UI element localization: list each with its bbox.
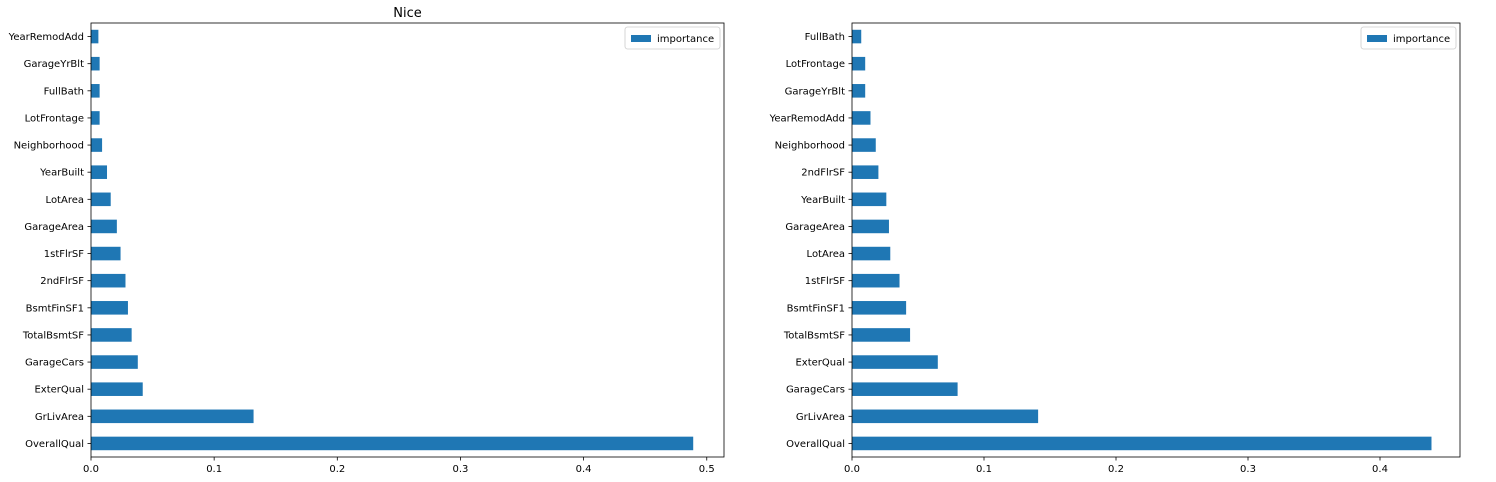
y-tick-label: 2ndFlrSF bbox=[40, 276, 84, 287]
chart-title: Nice bbox=[393, 6, 421, 21]
bar bbox=[91, 56, 100, 71]
bar bbox=[91, 138, 103, 152]
y-tick-label: YearBuilt bbox=[800, 195, 845, 206]
bar bbox=[852, 29, 862, 44]
bar bbox=[852, 56, 866, 71]
y-tick-label: FullBath bbox=[805, 32, 845, 43]
bar bbox=[852, 273, 900, 288]
legend: importance bbox=[1360, 26, 1457, 50]
bar bbox=[852, 355, 938, 369]
x-tick-label: 0.1 bbox=[206, 464, 222, 475]
y-tick-label: ExterQual bbox=[34, 385, 84, 396]
x-tick-label: 0.0 bbox=[83, 464, 99, 475]
y-tick-label: LotFrontage bbox=[25, 113, 84, 124]
bar bbox=[852, 409, 1039, 424]
bar bbox=[91, 219, 117, 234]
y-tick-label: ExterQual bbox=[795, 358, 845, 369]
bar bbox=[852, 301, 907, 315]
bar bbox=[852, 138, 876, 152]
y-tick-label: OverallQual bbox=[786, 439, 845, 450]
x-tick-label: 0.5 bbox=[699, 464, 715, 475]
y-tick-label: BsmtFinSF1 bbox=[26, 303, 84, 314]
chart-panel-right: OverallQual GrLivArea GarageCars ExterQual T… bbox=[769, 22, 1461, 475]
y-tick-label: GarageCars bbox=[25, 358, 84, 369]
bar bbox=[91, 84, 100, 98]
y-tick-label: GarageYrBlt bbox=[785, 86, 845, 97]
bar bbox=[91, 29, 99, 44]
bar bbox=[852, 382, 958, 396]
y-tick-label: GrLivArea bbox=[35, 412, 84, 423]
bar bbox=[852, 219, 889, 234]
legend-frame bbox=[624, 26, 721, 50]
bar bbox=[91, 301, 128, 315]
y-tick-label: GarageArea bbox=[24, 222, 84, 233]
bar bbox=[91, 436, 694, 451]
x-tick-label: 0.3 bbox=[453, 464, 469, 475]
legend-swatch bbox=[631, 35, 651, 42]
y-tick-label: TotalBsmtSF bbox=[22, 330, 84, 341]
plot-frame bbox=[90, 22, 725, 458]
y-tick-label: GrLivArea bbox=[796, 412, 845, 423]
bar bbox=[91, 382, 143, 396]
legend-label: importance bbox=[657, 34, 714, 45]
y-tick-label: YearRemodAdd bbox=[8, 32, 84, 43]
legend: importance bbox=[624, 26, 721, 50]
bar bbox=[852, 165, 879, 179]
y-tick-label: Neighborhood bbox=[14, 141, 84, 152]
bar bbox=[91, 165, 108, 179]
bar bbox=[91, 328, 132, 342]
bar bbox=[852, 328, 911, 342]
legend-label: importance bbox=[1393, 34, 1450, 45]
y-tick-label: 2ndFlrSF bbox=[801, 168, 845, 179]
y-tick-label: FullBath bbox=[44, 86, 84, 97]
bar bbox=[852, 192, 887, 207]
y-tick-label: Neighborhood bbox=[775, 141, 845, 152]
y-tick-label: LotArea bbox=[807, 249, 845, 260]
bar bbox=[852, 436, 1432, 451]
legend-swatch bbox=[1367, 35, 1387, 42]
bar bbox=[91, 246, 121, 261]
x-tick-label: 0.1 bbox=[976, 464, 992, 475]
x-tick-label: 0.4 bbox=[576, 464, 592, 475]
y-tick-label: TotalBsmtSF bbox=[783, 330, 845, 341]
x-tick-label: 0.0 bbox=[844, 464, 860, 475]
y-tick-label: 1stFlrSF bbox=[44, 249, 84, 260]
y-tick-label: GarageYrBlt bbox=[24, 59, 84, 70]
y-tick-label: YearRemodAdd bbox=[769, 113, 845, 124]
plot-frame bbox=[851, 22, 1461, 458]
x-tick-label: 0.2 bbox=[1108, 464, 1124, 475]
legend-frame bbox=[1360, 26, 1457, 50]
bar bbox=[91, 192, 111, 207]
x-tick-label: 0.4 bbox=[1372, 464, 1388, 475]
bar bbox=[852, 111, 871, 125]
y-tick-label: OverallQual bbox=[25, 439, 84, 450]
x-tick-label: 0.2 bbox=[329, 464, 345, 475]
y-tick-label: LotFrontage bbox=[786, 59, 845, 70]
y-tick-label: BsmtFinSF1 bbox=[787, 303, 845, 314]
y-tick-label: GarageArea bbox=[785, 222, 845, 233]
bar bbox=[91, 409, 254, 424]
bar bbox=[91, 111, 100, 125]
bar bbox=[91, 355, 138, 369]
x-tick-label: 0.3 bbox=[1240, 464, 1256, 475]
y-tick-label: YearBuilt bbox=[39, 168, 84, 179]
y-tick-label: 1stFlrSF bbox=[805, 276, 845, 287]
y-tick-label: LotArea bbox=[46, 195, 84, 206]
bar bbox=[852, 84, 866, 98]
bar bbox=[91, 273, 126, 288]
y-tick-label: GarageCars bbox=[786, 385, 845, 396]
bar bbox=[852, 246, 891, 261]
chart-panel-left: Nice OverallQual GrLivArea ExterQual Garage… bbox=[8, 6, 725, 475]
